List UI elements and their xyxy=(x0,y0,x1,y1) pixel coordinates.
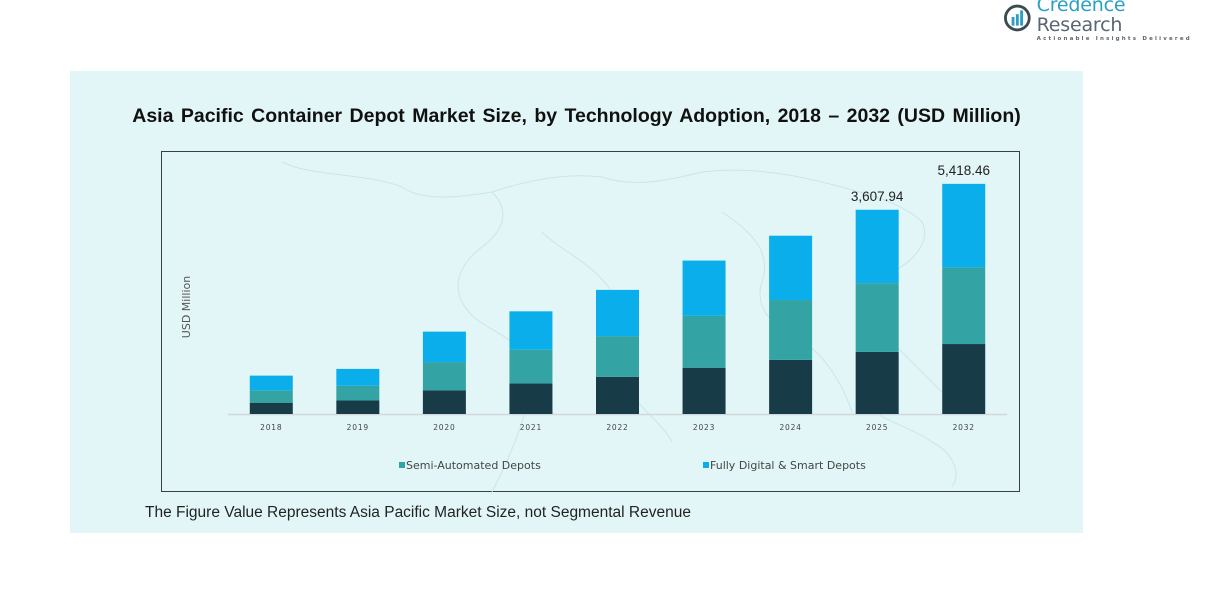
bar-segment-semi-automated-2019 xyxy=(336,385,380,401)
bar-segment-dark-2022 xyxy=(596,376,639,414)
y-axis-label: USD Million xyxy=(180,276,193,338)
x-tick-label: 2020 xyxy=(433,423,455,432)
x-tick-label: 2019 xyxy=(347,423,369,432)
bar-segment-semi-automated-2023 xyxy=(682,315,726,368)
x-tick-label: 2025 xyxy=(866,423,888,432)
bar-segment-semi-automated-2032 xyxy=(942,267,986,345)
bar-segment-dark-2025 xyxy=(855,351,899,414)
legend-label-0: Semi-Automated Depots xyxy=(406,459,541,472)
bar-segment-fully-digital-2018 xyxy=(249,375,293,391)
bar-segment-dark-2018 xyxy=(249,402,293,414)
brand-name-part2: Research xyxy=(1036,13,1123,36)
brand-logo: Credence Research Actionable Insights De… xyxy=(1004,0,1208,42)
bar-segment-dark-2019 xyxy=(336,400,380,414)
bar-segment-fully-digital-2032 xyxy=(942,183,986,268)
bar-segment-fully-digital-2020 xyxy=(422,331,466,363)
bar-segment-dark-2023 xyxy=(682,367,726,414)
bar-segment-fully-digital-2025 xyxy=(855,209,899,284)
bar-segment-semi-automated-2018 xyxy=(249,390,293,403)
data-label-2032: 5,418.46 xyxy=(937,163,990,178)
bar-segment-dark-2021 xyxy=(509,383,553,414)
x-tick-label: 2024 xyxy=(779,423,801,432)
stacked-bar-chart: USD Million 2018 2019 2020 2021 2022 2023 2024 2… xyxy=(180,161,1007,493)
x-tick-label: 2023 xyxy=(693,423,715,432)
x-tick-label: 2022 xyxy=(606,423,628,432)
bar-segment-semi-automated-2020 xyxy=(422,362,466,391)
footnote: The Figure Value Represents Asia Pacific… xyxy=(145,504,691,521)
bar-segment-fully-digital-2021 xyxy=(509,311,553,350)
x-tick-label: 2032 xyxy=(953,423,975,432)
data-label-2025: 3,607.94 xyxy=(851,189,904,204)
bar-chart-logo-icon xyxy=(1004,4,1031,32)
bar-segment-fully-digital-2024 xyxy=(769,235,813,301)
legend-label-1: Fully Digital & Smart Depots xyxy=(710,459,866,472)
bar-segment-dark-2024 xyxy=(769,359,813,414)
bar-segment-semi-automated-2024 xyxy=(769,300,813,360)
bar-segment-semi-automated-2021 xyxy=(509,349,553,384)
chart-title: Asia Pacific Container Depot Market Size… xyxy=(132,105,1021,127)
bar-segment-fully-digital-2023 xyxy=(682,260,726,316)
bar-segment-fully-digital-2022 xyxy=(596,289,639,337)
bar-segment-dark-2032 xyxy=(942,344,986,414)
brand-tagline: Actionable Insights Delivered xyxy=(1036,35,1192,42)
bar-segment-semi-automated-2025 xyxy=(855,283,899,352)
x-tick-label: 2018 xyxy=(260,423,282,432)
bar-segment-dark-2020 xyxy=(422,390,466,414)
legend-swatch-0 xyxy=(399,462,405,468)
x-tick-label: 2021 xyxy=(520,423,542,432)
brand-name: Credence Research xyxy=(1037,0,1208,35)
bar-segment-fully-digital-2019 xyxy=(336,368,380,386)
brand-name-part1: Credence xyxy=(1036,0,1126,16)
chart-panel: Asia Pacific Container Depot Market Size… xyxy=(70,71,1083,533)
chart-frame: USD Million 2018 2019 2020 2021 2022 2023 2024 2… xyxy=(161,151,1020,493)
legend-swatch-1 xyxy=(703,462,709,468)
bar-segment-semi-automated-2022 xyxy=(596,336,639,377)
